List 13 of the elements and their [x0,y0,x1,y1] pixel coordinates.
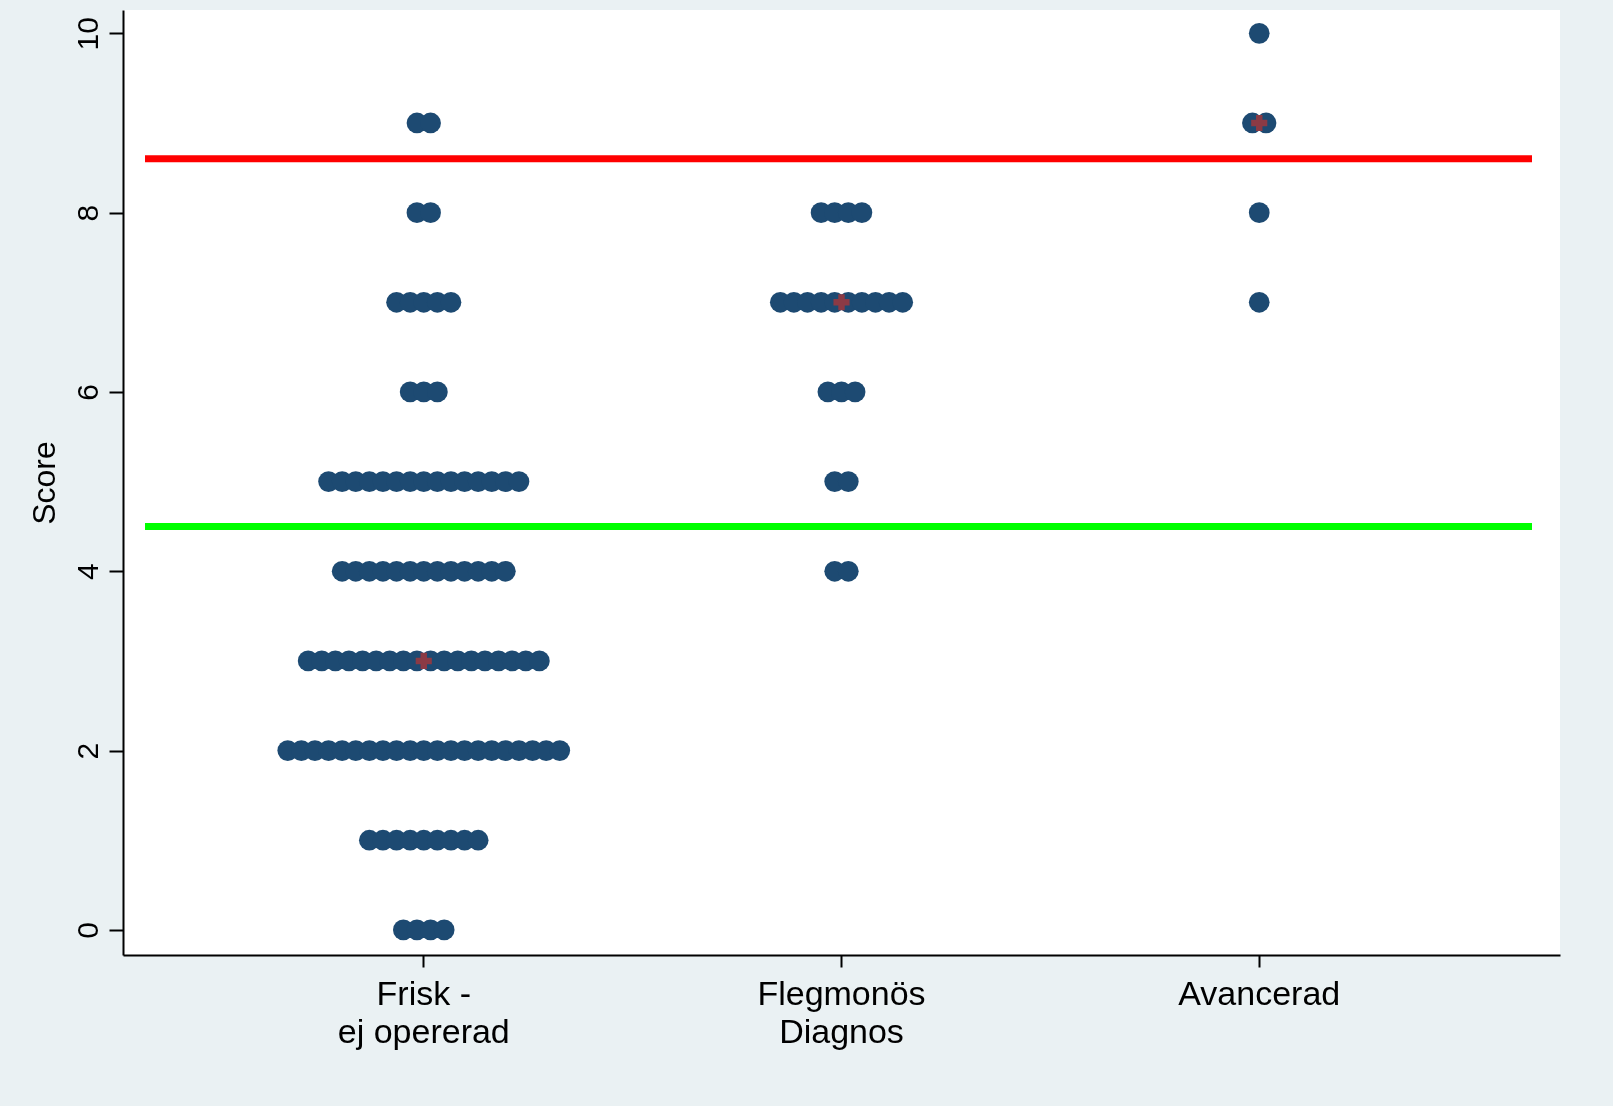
y-tick-label: 8 [70,204,104,222]
y-axis-title: Score [25,441,62,525]
point [1251,114,1268,132]
x-tick-label: Flegmonös Diagnos [757,973,926,1050]
y-tick-label: 10 [70,17,104,51]
x-tick-label: Avancerad [1178,973,1341,1012]
point [833,294,850,311]
y-tick-label: 4 [70,563,104,581]
y-tick-label: 0 [70,922,104,939]
x-tick-label: Frisk - ej opererad [337,973,510,1050]
y-tick-label: 6 [70,384,104,401]
y-tick-label: 2 [70,742,104,760]
point [415,652,432,669]
